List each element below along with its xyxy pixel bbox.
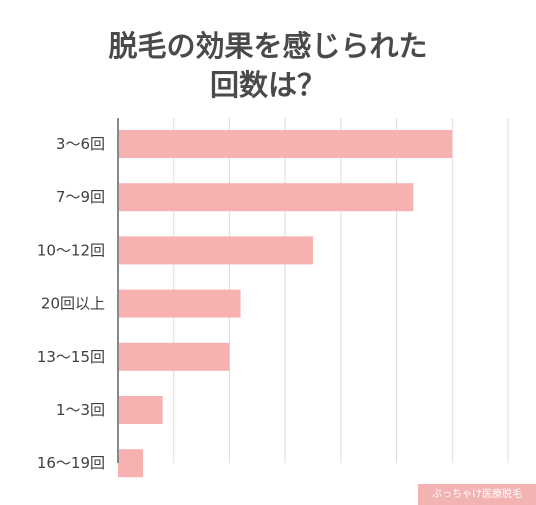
bar [118, 236, 313, 265]
bar [118, 183, 414, 212]
bars [118, 130, 453, 478]
category-label: 1〜3回 [56, 401, 105, 419]
category-label: 16〜19回 [37, 454, 105, 472]
bar [118, 449, 144, 478]
chart-title-line-1: 脱毛の効果を感じられた [108, 29, 428, 63]
category-labels: 3〜6回 7〜9回 10〜12回 20回以上 13〜15回 1〜3回 16〜19回 [37, 135, 105, 472]
chart-title-line-2: 回数は？ [209, 68, 326, 102]
bar [118, 130, 453, 158]
category-label: 10〜12回 [37, 241, 105, 259]
category-label: 13〜15回 [37, 348, 105, 366]
category-label: 20回以上 [41, 295, 105, 313]
category-label: 3〜6回 [56, 135, 105, 153]
bar [118, 396, 163, 424]
bar [118, 342, 230, 371]
bar [118, 289, 241, 318]
grid-lines [173, 118, 509, 463]
category-label: 7〜9回 [56, 188, 105, 206]
credit-badge: ぶっちゃけ医療脱毛 [418, 484, 536, 505]
